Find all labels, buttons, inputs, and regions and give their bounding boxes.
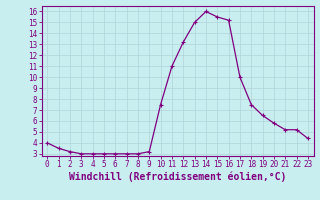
X-axis label: Windchill (Refroidissement éolien,°C): Windchill (Refroidissement éolien,°C): [69, 172, 286, 182]
